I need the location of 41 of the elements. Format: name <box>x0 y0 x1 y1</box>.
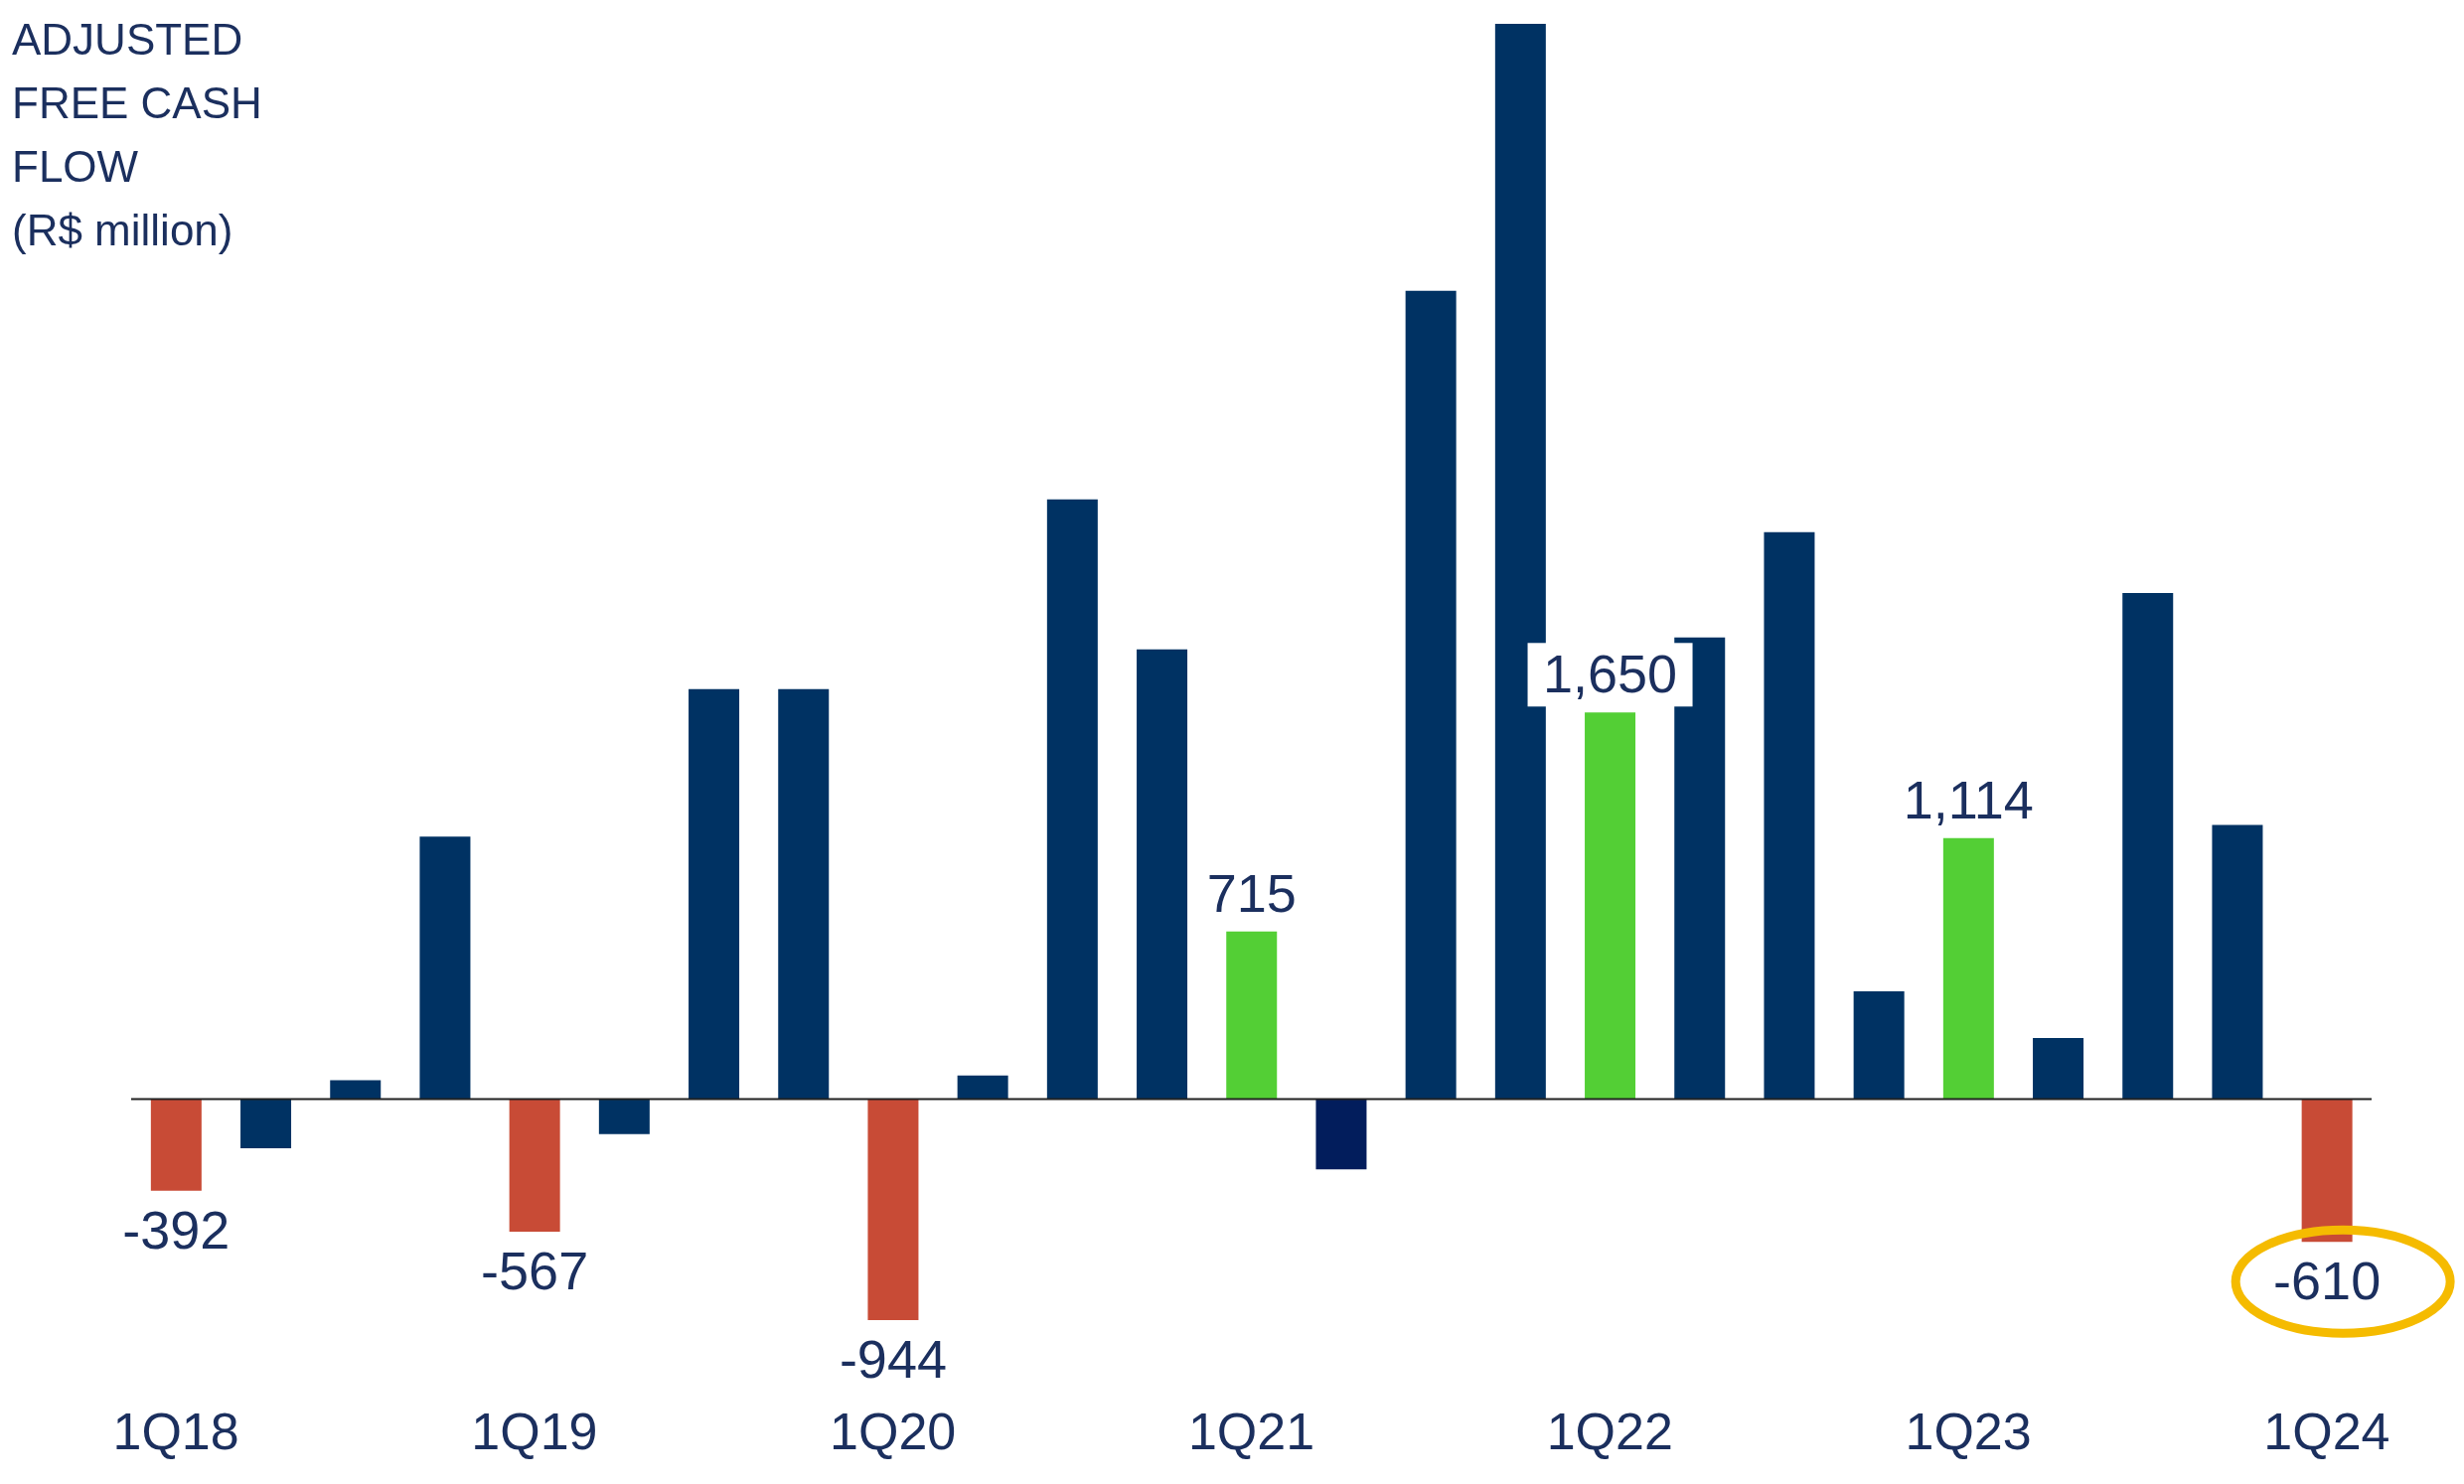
bar <box>689 688 740 1100</box>
bar <box>1674 637 1726 1100</box>
bar <box>1226 931 1278 1100</box>
bar <box>1942 837 1994 1100</box>
bar <box>598 1099 650 1134</box>
x-tick-label: 1Q22 <box>1546 1402 1673 1460</box>
data-label: -610 <box>2273 1251 2382 1311</box>
bar <box>1137 649 1188 1100</box>
bar <box>1046 499 1098 1100</box>
bar <box>957 1075 1008 1100</box>
bar <box>1315 1099 1367 1170</box>
text: (R$ million) <box>12 205 234 256</box>
bar <box>1405 290 1457 1100</box>
bar <box>1764 531 1815 1100</box>
bar <box>240 1099 292 1148</box>
data-label: 1,114 <box>1903 769 2034 829</box>
data-label: 715 <box>1206 862 1297 923</box>
x-tick-label: 1Q21 <box>1187 1402 1315 1460</box>
bar <box>509 1099 560 1233</box>
x-tick-label: 1Q18 <box>112 1402 239 1460</box>
bar <box>1585 712 1636 1100</box>
data-label: -392 <box>122 1199 231 1260</box>
x-tick-label: 1Q24 <box>2263 1402 2390 1460</box>
bar <box>2122 593 2174 1100</box>
bar <box>330 1080 382 1100</box>
bar <box>1853 990 1905 1100</box>
data-label: -944 <box>839 1329 947 1389</box>
bar <box>778 688 830 1100</box>
bar <box>150 1099 202 1191</box>
bar <box>2212 824 2263 1100</box>
text: ADJUSTED FREE CASH FLOW <box>12 14 263 193</box>
bar <box>2033 1038 2084 1100</box>
bar <box>2301 1099 2353 1243</box>
x-tick-label: 1Q20 <box>830 1402 957 1460</box>
data-label: -567 <box>481 1241 589 1301</box>
bar <box>867 1099 919 1320</box>
bar <box>419 836 471 1100</box>
data-label: 1,650 <box>1542 644 1678 704</box>
x-tick-label: 1Q19 <box>471 1402 598 1460</box>
x-tick-label: 1Q23 <box>1905 1402 2032 1460</box>
bar <box>1494 24 1546 1100</box>
